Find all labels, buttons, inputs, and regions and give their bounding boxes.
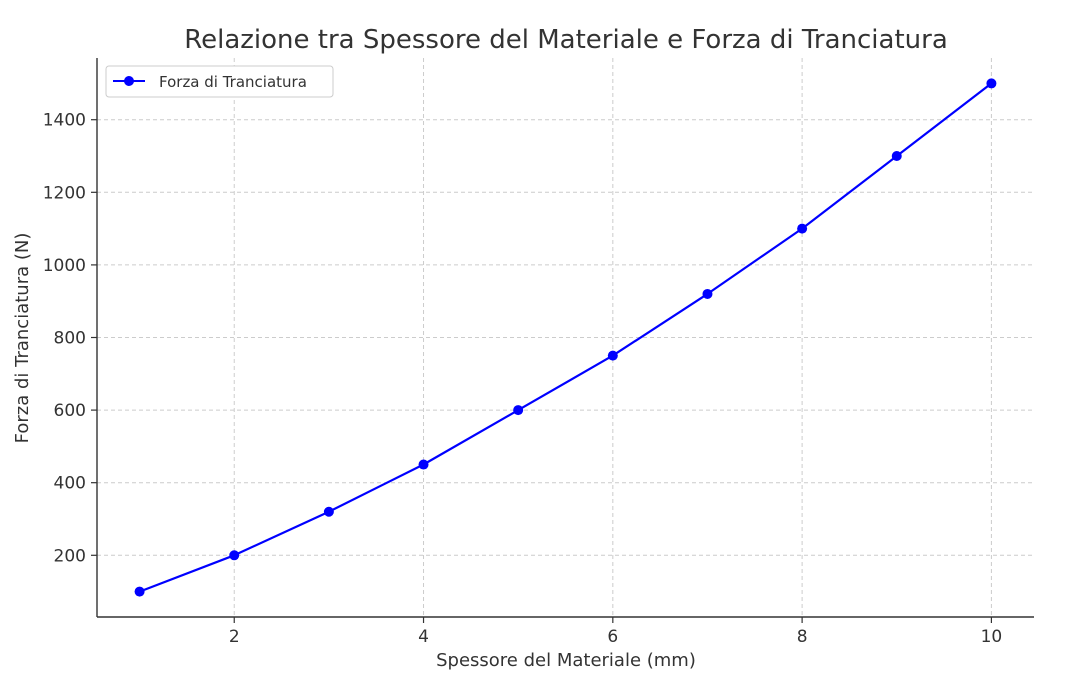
data-point xyxy=(797,223,808,234)
y-tick-label: 800 xyxy=(54,329,86,349)
x-ticks: 2 4 6 8 10 xyxy=(229,617,1002,647)
legend-label: Forza di Tranciatura xyxy=(159,73,307,91)
legend: Forza di Tranciatura xyxy=(105,65,334,98)
x-axis-label: Spessore del Materiale (mm) xyxy=(436,650,696,671)
data-point xyxy=(607,350,618,361)
series-line xyxy=(139,82,993,593)
y-tick-label: 1000 xyxy=(43,256,86,276)
y-tick-label: 400 xyxy=(54,474,86,494)
chart-title: Relazione tra Spessore del Materiale e F… xyxy=(184,25,948,55)
y-tick-label: 1400 xyxy=(43,111,86,131)
y-ticks: 200 400 600 800 1000 1200 1400 xyxy=(43,111,97,566)
legend-box xyxy=(105,65,334,98)
series-layer xyxy=(134,78,997,597)
data-point xyxy=(513,405,524,416)
legend-marker-swatch xyxy=(124,76,134,86)
data-point xyxy=(891,151,902,162)
x-tick-label: 6 xyxy=(607,627,618,647)
data-point xyxy=(418,459,429,470)
y-tick-label: 1200 xyxy=(43,183,86,203)
data-point xyxy=(702,288,713,299)
x-tick-label: 10 xyxy=(981,627,1003,647)
x-tick-label: 2 xyxy=(229,627,240,647)
y-axis-label: Forza di Tranciatura (N) xyxy=(12,233,33,444)
x-tick-label: 4 xyxy=(418,627,429,647)
data-point xyxy=(986,78,997,89)
y-tick-label: 600 xyxy=(54,401,86,421)
grid xyxy=(97,58,1034,617)
data-point xyxy=(323,506,334,517)
data-point xyxy=(229,550,240,561)
y-tick-label: 200 xyxy=(54,546,86,566)
x-tick-label: 8 xyxy=(797,627,808,647)
data-point xyxy=(134,586,145,597)
